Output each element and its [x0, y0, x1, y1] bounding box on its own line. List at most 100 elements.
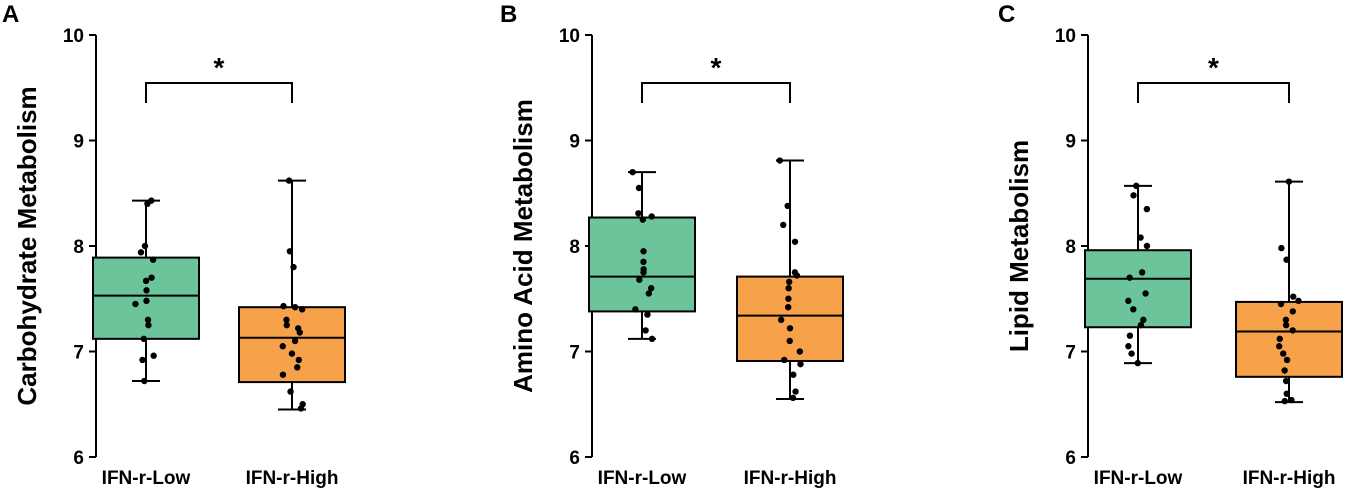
- significance-star: *: [711, 52, 722, 83]
- data-point: [796, 348, 804, 355]
- data-point: [645, 290, 653, 297]
- data-point: [640, 258, 647, 266]
- y-tick-label: 8: [73, 237, 84, 258]
- data-point: [1282, 377, 1290, 385]
- data-point: [142, 277, 150, 285]
- data-point: [786, 337, 793, 345]
- data-point: [1289, 327, 1296, 334]
- data-point: [777, 316, 785, 324]
- data-point: [635, 184, 643, 192]
- data-point: [285, 177, 293, 184]
- y-axis-label: Amino Acid Metabolism: [508, 99, 538, 393]
- y-tick-label: 7: [569, 343, 580, 364]
- data-point: [640, 248, 647, 255]
- data-point: [648, 335, 656, 343]
- data-point: [1130, 306, 1137, 313]
- data-point: [283, 316, 290, 324]
- panel-c: C Lipid Metabolism 6 7 8 9 10 IFN-r-Low IFN-r-Hi…: [998, 1, 1343, 489]
- data-point: [283, 321, 290, 329]
- data-point: [785, 285, 792, 292]
- data-point: [1126, 332, 1134, 339]
- data-point: [793, 272, 801, 279]
- y-axis-label: Lipid Metabolism: [1004, 140, 1034, 352]
- data-point: [1283, 390, 1290, 397]
- data-point: [776, 157, 784, 164]
- data-point: [786, 325, 794, 332]
- data-point: [141, 242, 149, 250]
- data-point: [149, 256, 157, 263]
- data-point: [279, 371, 287, 378]
- data-point: [791, 238, 799, 245]
- data-point: [286, 248, 294, 255]
- y-tick-label: 6: [73, 448, 84, 469]
- data-point: [143, 287, 150, 294]
- data-point: [1133, 182, 1140, 190]
- y-tick-label: 9: [569, 132, 580, 153]
- data-point: [279, 343, 286, 350]
- data-point: [1140, 316, 1147, 324]
- data-point: [140, 335, 148, 343]
- data-point: [280, 302, 287, 310]
- box-iqr: [1235, 300, 1343, 378]
- data-point: [785, 295, 792, 302]
- data-point: [792, 388, 799, 395]
- y-tick-label: 10: [559, 26, 580, 47]
- data-point: [1281, 367, 1288, 374]
- data-point: [288, 350, 296, 357]
- data-point: [647, 285, 655, 292]
- data-point: [1137, 234, 1144, 241]
- data-point: [1125, 343, 1132, 350]
- data-point: [148, 274, 155, 281]
- data-point: [1290, 293, 1297, 300]
- data-point: [1282, 321, 1290, 329]
- data-point: [784, 202, 791, 210]
- data-point: [296, 329, 303, 336]
- data-point: [1280, 350, 1287, 357]
- data-point: [1285, 178, 1293, 185]
- data-point: [1134, 359, 1141, 367]
- data-point: [137, 249, 145, 256]
- data-point: [639, 216, 647, 223]
- box-high: [238, 177, 346, 412]
- data-point: [648, 213, 655, 220]
- data-point: [1281, 397, 1288, 405]
- data-point: [781, 356, 788, 364]
- significance-bracket: [145, 82, 293, 103]
- panel-b: B Amino Acid Metabolism 6 7 8 9 10 IFN-r-Low IFN…: [500, 1, 844, 489]
- y-tick-label: 6: [569, 448, 580, 469]
- y-tick-label: 6: [1065, 448, 1076, 469]
- data-point: [143, 297, 150, 305]
- data-point: [780, 221, 787, 229]
- data-point: [785, 278, 793, 286]
- data-point: [1277, 300, 1285, 308]
- data-point: [636, 276, 643, 283]
- data-point: [640, 269, 647, 276]
- data-point: [1125, 297, 1132, 305]
- y-axis-label: Carbohydrate Metabolism: [12, 86, 42, 405]
- data-point: [291, 337, 299, 345]
- significance-bracket: [641, 82, 791, 103]
- y-tick-label: 10: [63, 26, 84, 47]
- data-point: [1138, 269, 1146, 276]
- x-tick-label: IFN-r-Low: [1094, 468, 1183, 489]
- y-tick-label: 7: [1065, 343, 1076, 364]
- data-point: [1126, 274, 1133, 281]
- x-tick-label: IFN-r-Low: [102, 468, 191, 489]
- data-point: [1289, 308, 1296, 315]
- data-point: [1283, 256, 1290, 263]
- data-point: [629, 168, 636, 176]
- data-point: [1276, 335, 1283, 343]
- data-point: [635, 210, 642, 217]
- data-point: [150, 352, 157, 359]
- y-tick-label: 8: [1065, 237, 1076, 258]
- data-point: [1283, 356, 1291, 364]
- y-tick-label: 9: [73, 132, 84, 153]
- box-low: [92, 197, 200, 385]
- data-point: [1143, 242, 1151, 250]
- data-point: [1288, 396, 1295, 404]
- x-tick-label: IFN-r-High: [744, 468, 837, 489]
- data-point: [1137, 321, 1145, 329]
- significance-star: *: [1208, 52, 1219, 83]
- data-point: [1143, 205, 1151, 213]
- panel-a: A Carbohydrate Metabolism 6 7 8 9 10 IFN-r-Low I…: [2, 1, 346, 489]
